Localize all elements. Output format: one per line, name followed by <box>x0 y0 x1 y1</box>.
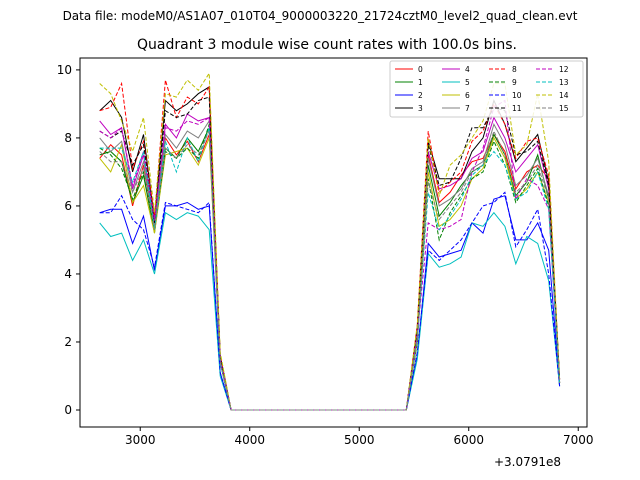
y-tick-label: 10 <box>57 63 72 77</box>
legend-label-11: 11 <box>512 104 522 113</box>
series-line-10 <box>99 191 561 411</box>
series-line-4 <box>99 113 561 411</box>
legend-label-15: 15 <box>559 104 569 113</box>
chart-suptitle: Data file: modeM0/AS1A07_010T04_90000032… <box>63 9 578 23</box>
y-tick-label: 2 <box>64 335 72 349</box>
x-axis: 3000 4000 5000 6000 7000 <box>125 427 594 447</box>
legend-label-6: 6 <box>465 91 470 100</box>
legend-label-9: 9 <box>512 78 517 87</box>
legend-label-13: 13 <box>559 78 569 87</box>
legend-box <box>389 60 584 118</box>
legend-label-14: 14 <box>559 91 569 100</box>
legend-label-4: 4 <box>465 65 470 74</box>
legend-label-3: 3 <box>418 104 423 113</box>
x-offset-label: +3.0791e8 <box>494 455 561 469</box>
series-line-9 <box>99 124 561 411</box>
y-tick-label: 0 <box>64 403 72 417</box>
x-tick-label: 5000 <box>344 433 375 447</box>
legend-label-1: 1 <box>418 78 423 87</box>
y-tick-label: 4 <box>64 267 72 281</box>
legend-label-0: 0 <box>418 65 423 74</box>
legend-label-7: 7 <box>465 104 470 113</box>
series-line-13 <box>99 127 561 411</box>
series-line-11 <box>99 96 561 411</box>
series-line-7 <box>99 119 561 411</box>
y-tick-label: 6 <box>64 199 72 213</box>
legend-label-2: 2 <box>418 91 423 100</box>
series-line-15 <box>99 129 561 411</box>
x-tick-label: 6000 <box>453 433 484 447</box>
chart-title: Quadrant 3 module wise count rates with … <box>137 37 517 53</box>
series-line-8 <box>99 79 561 411</box>
series-line-0 <box>99 133 561 411</box>
series-line-5 <box>99 211 561 411</box>
x-tick-label: 3000 <box>125 433 156 447</box>
series-line-6 <box>99 136 561 411</box>
series-line-14 <box>99 71 561 411</box>
y-tick-label: 8 <box>64 131 72 145</box>
y-axis: 0 2 4 6 8 10 <box>57 63 80 417</box>
legend-label-5: 5 <box>465 78 470 87</box>
x-tick-label: 4000 <box>234 433 265 447</box>
series-line-2 <box>99 195 561 411</box>
series-lines <box>99 71 561 411</box>
legend-label-12: 12 <box>559 65 569 74</box>
plot-frame <box>79 57 588 428</box>
legend-label-10: 10 <box>512 91 522 100</box>
series-line-1 <box>99 127 561 411</box>
x-tick-label: 7000 <box>563 433 594 447</box>
legend-label-8: 8 <box>512 65 517 74</box>
